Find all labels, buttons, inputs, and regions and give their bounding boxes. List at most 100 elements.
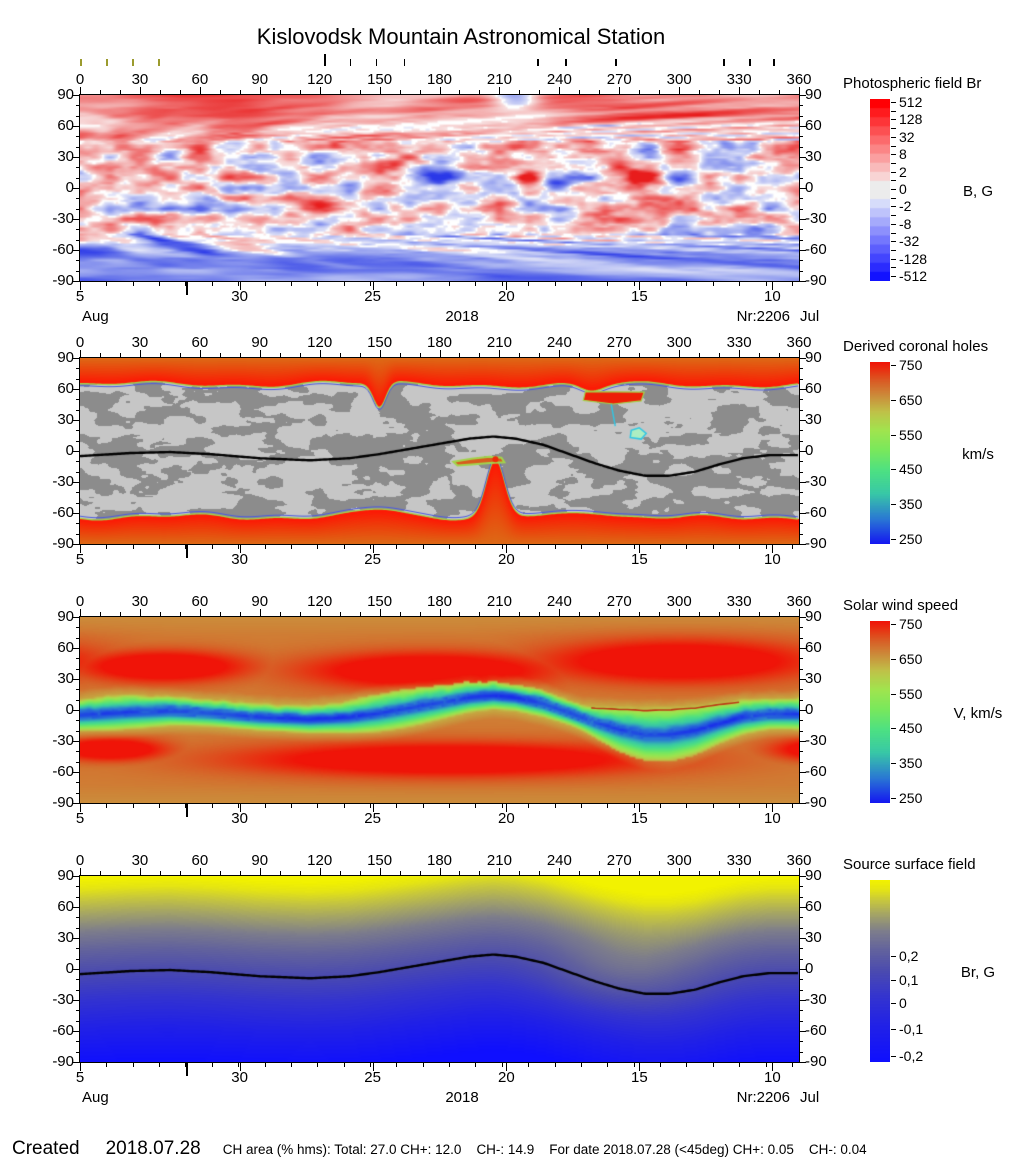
latitude-tick <box>800 136 803 138</box>
date-label: 25 <box>364 1069 381 1086</box>
longitude-tick <box>259 87 261 94</box>
longitude-tick <box>319 609 321 616</box>
longitude-label: 240 <box>546 593 572 610</box>
date-minor-tick <box>739 282 741 286</box>
latitude-tick <box>800 782 803 784</box>
marker-tick <box>723 59 725 66</box>
latitude-label-left: -90 <box>52 794 74 811</box>
latitude-label-right: 0 <box>805 442 814 459</box>
date-minor-tick <box>290 1063 292 1067</box>
colorbar-tick <box>891 145 896 147</box>
longitude-tick <box>359 871 361 875</box>
colorbar-unit-source-surface: Br, G <box>960 964 996 981</box>
ch-area-stat-segment: For date 2018.07.28 (<45deg) CH+: 0.05 <box>549 1142 794 1157</box>
latitude-tick <box>76 761 79 763</box>
date-minor-tick <box>264 1063 266 1067</box>
longitude-tick <box>739 609 741 616</box>
longitude-tick <box>719 90 721 94</box>
longitude-tick <box>299 353 301 357</box>
date-minor-tick <box>185 545 187 549</box>
latitude-tick <box>76 751 79 753</box>
longitude-label: 180 <box>426 71 453 88</box>
month-label-right: Jul <box>800 308 820 325</box>
longitude-tick <box>419 871 421 875</box>
longitude-tick <box>80 609 81 616</box>
latitude-label-left: 60 <box>57 898 74 915</box>
date-minor-tick <box>317 804 319 808</box>
longitude-tick <box>679 87 681 94</box>
latitude-tick <box>76 136 79 138</box>
colorbar-tick-label: 32 <box>899 128 915 145</box>
date-tick <box>772 282 774 290</box>
date-minor-tick <box>765 804 767 808</box>
longitude-label: 360 <box>786 71 812 88</box>
longitude-label: 120 <box>307 71 333 88</box>
longitude-label: 210 <box>486 593 512 610</box>
longitude-tick <box>80 87 81 94</box>
longitude-tick <box>699 90 701 94</box>
longitude-tick <box>759 90 761 94</box>
date-minor-tick <box>449 282 451 286</box>
latitude-tick <box>800 95 806 96</box>
longitude-tick <box>199 868 201 875</box>
longitude-tick <box>359 90 361 94</box>
longitude-tick <box>759 353 761 357</box>
latitude-tick <box>76 115 79 117</box>
longitude-tick <box>719 612 721 616</box>
latitude-tick <box>76 627 79 629</box>
longitude-tick <box>179 612 181 616</box>
longitude-tick <box>519 871 521 875</box>
latitude-tick <box>73 157 79 158</box>
latitude-tick <box>800 229 803 231</box>
longitude-label: 150 <box>367 71 393 88</box>
colorbar-tick <box>891 979 896 981</box>
longitude-label: 150 <box>367 334 393 351</box>
latitude-tick <box>73 907 79 908</box>
colorbar-unit-coronal-holes: km/s <box>962 446 994 463</box>
date-minor-tick <box>739 545 741 549</box>
page-title: Kislovodsk Mountain Astronomical Station <box>256 24 666 49</box>
date-minor-tick <box>528 545 530 549</box>
date-label: 20 <box>498 288 515 305</box>
latitude-label-left: 30 <box>57 148 74 165</box>
longitude-tick <box>679 609 681 616</box>
longitude-label: 270 <box>606 71 632 88</box>
date-tick <box>372 1063 374 1071</box>
colorbar-tick <box>891 399 896 401</box>
longitude-tick <box>699 353 701 357</box>
longitude-tick <box>299 871 301 875</box>
colorbar-tick <box>891 258 896 260</box>
latitude-tick <box>73 741 79 742</box>
latitude-tick <box>73 679 79 680</box>
date-label: 30 <box>231 1069 248 1086</box>
latitude-tick <box>800 958 803 960</box>
date-label: 20 <box>498 1069 515 1086</box>
longitude-tick <box>779 353 781 357</box>
plot-frame-coronal-holes <box>79 357 800 545</box>
latitude-tick <box>800 177 803 179</box>
longitude-tick <box>779 612 781 616</box>
longitude-tick <box>579 871 581 875</box>
longitude-tick <box>399 353 401 357</box>
marker-tick-olive <box>157 59 160 66</box>
marker-tick <box>565 59 567 66</box>
date-minor-tick <box>159 545 161 549</box>
latitude-tick <box>800 699 803 701</box>
colorbar-title-solar-wind: Solar wind speed <box>843 597 959 614</box>
date-minor-tick <box>633 804 635 808</box>
latitude-tick <box>76 533 79 535</box>
date-minor-tick <box>633 545 635 549</box>
longitude-tick <box>419 90 421 94</box>
latitude-tick <box>800 772 806 773</box>
colorbar-tick <box>891 728 896 730</box>
latitude-tick <box>73 95 79 96</box>
longitude-tick <box>719 871 721 875</box>
date-minor-tick <box>422 804 424 808</box>
date-tick <box>239 1063 241 1071</box>
longitude-tick <box>419 353 421 357</box>
latitude-tick <box>76 368 79 370</box>
longitude-tick <box>739 87 741 94</box>
latitude-tick <box>76 989 79 991</box>
latitude-tick <box>800 157 806 158</box>
latitude-tick <box>800 710 806 711</box>
